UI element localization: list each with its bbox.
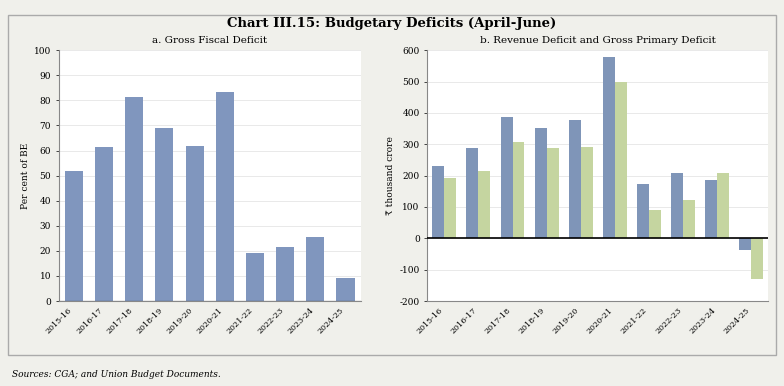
Bar	[246, 253, 264, 301]
Bar	[336, 279, 354, 301]
Text: Sources: CGA; and Union Budget Documents.: Sources: CGA; and Union Budget Documents…	[12, 370, 220, 379]
Bar	[615, 81, 626, 239]
Bar	[466, 148, 478, 239]
Bar	[581, 147, 593, 239]
Bar	[671, 173, 683, 239]
Bar	[125, 96, 143, 301]
Bar	[478, 171, 490, 239]
Bar	[65, 171, 83, 301]
Title: a. Gross Fiscal Deficit: a. Gross Fiscal Deficit	[152, 36, 267, 45]
Bar	[683, 200, 695, 239]
Text: Chart III.15: Budgetary Deficits (April-June): Chart III.15: Budgetary Deficits (April-…	[227, 17, 557, 30]
Bar	[717, 173, 729, 239]
Bar	[186, 146, 204, 301]
Y-axis label: Per cent of BE: Per cent of BE	[20, 142, 30, 209]
Bar	[501, 117, 513, 239]
Bar	[433, 166, 445, 239]
Bar	[706, 180, 717, 239]
Bar	[445, 178, 456, 239]
Bar	[546, 148, 558, 239]
Bar	[569, 120, 581, 239]
Bar	[216, 91, 234, 301]
Y-axis label: ₹ thousand crore: ₹ thousand crore	[387, 136, 395, 215]
Bar	[739, 239, 751, 250]
Bar	[276, 247, 294, 301]
Bar	[155, 128, 173, 301]
Bar	[535, 128, 546, 239]
Bar	[637, 185, 649, 239]
Title: b. Revenue Deficit and Gross Primary Deficit: b. Revenue Deficit and Gross Primary Def…	[480, 36, 716, 45]
Bar	[95, 147, 113, 301]
Bar	[649, 210, 661, 239]
Bar	[307, 237, 325, 301]
Bar	[603, 57, 615, 239]
Bar	[751, 239, 763, 279]
Bar	[513, 142, 524, 239]
